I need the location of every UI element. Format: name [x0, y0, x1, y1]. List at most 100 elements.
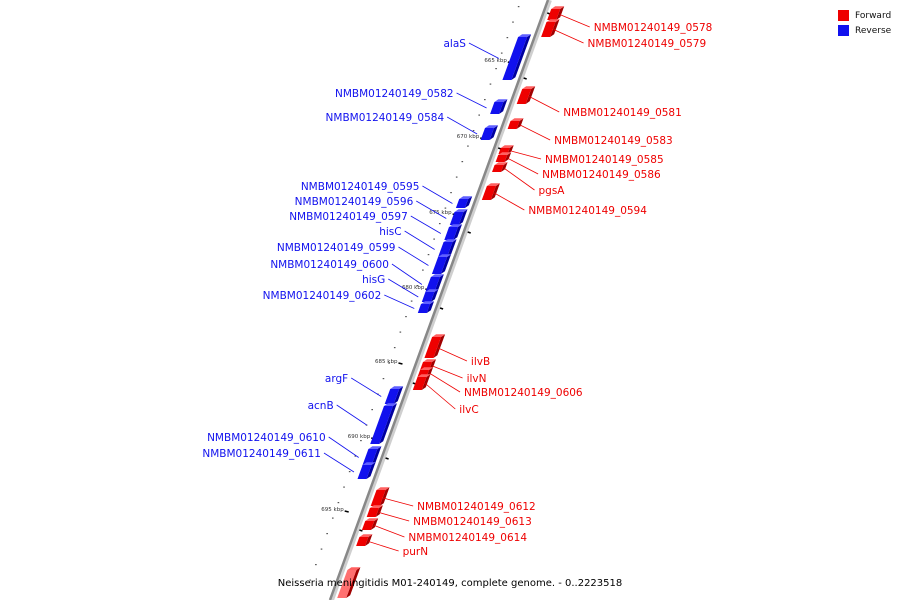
- gene-top: [430, 274, 444, 277]
- forward-gene-label[interactable]: NMBM01240149_0578: [594, 22, 713, 34]
- reverse-gene-label[interactable]: NMBM01240149_0584: [326, 112, 445, 124]
- reverse-gene-label[interactable]: acnB: [308, 400, 334, 412]
- reverse-gene[interactable]: [362, 446, 382, 466]
- gene-top: [421, 301, 434, 304]
- minor-tick: [360, 440, 362, 442]
- reverse-gene[interactable]: [449, 209, 468, 225]
- gene-side: [490, 183, 500, 200]
- forward-gene[interactable]: [492, 162, 508, 172]
- forward-gene[interactable]: [356, 534, 373, 546]
- reverse-gene-label[interactable]: NMBM01240149_0596: [295, 196, 414, 208]
- gene-front: [507, 121, 520, 129]
- leader-line: [336, 404, 367, 426]
- legend: Forward Reverse: [838, 8, 891, 38]
- reverse-gene[interactable]: [421, 289, 439, 302]
- minor-tick: [506, 37, 509, 39]
- reverse-gene[interactable]: [455, 196, 473, 208]
- forward-gene-label[interactable]: NMBM01240149_0594: [528, 205, 647, 217]
- reverse-gene-label[interactable]: hisG: [362, 274, 385, 286]
- reverse-gene-label[interactable]: NMBM01240149_0610: [207, 432, 326, 444]
- major-tick: [398, 362, 403, 365]
- forward-gene[interactable]: [337, 567, 361, 598]
- reverse-gene[interactable]: [444, 224, 462, 240]
- gene-top: [449, 224, 462, 227]
- reverse-gene[interactable]: [438, 239, 457, 257]
- reverse-gene-label[interactable]: NMBM01240149_0599: [277, 242, 396, 254]
- genome-caption: Neisseria meningitidis M01-240149, compl…: [277, 578, 623, 589]
- leader-line: [410, 215, 442, 234]
- forward-gene[interactable]: [370, 487, 390, 506]
- reverse-gene-label[interactable]: argF: [325, 373, 348, 385]
- reverse-gene[interactable]: [502, 34, 532, 80]
- gene-side: [433, 334, 446, 358]
- leader-line: [507, 158, 539, 175]
- forward-gene-label[interactable]: NMBM01240149_0612: [417, 501, 536, 513]
- reverse-gene[interactable]: [417, 301, 434, 313]
- forward-gene[interactable]: [424, 334, 446, 358]
- reverse-gene[interactable]: [490, 99, 508, 114]
- leader-line: [456, 92, 487, 109]
- gene-front: [356, 537, 369, 546]
- reverse-gene-label[interactable]: NMBM01240149_0582: [335, 88, 454, 100]
- gene-front: [481, 186, 496, 200]
- minor-tick: [467, 145, 469, 147]
- forward-gene[interactable]: [507, 118, 524, 129]
- forward-gene-label[interactable]: NMBM01240149_0606: [464, 387, 583, 399]
- reverse-gene-label[interactable]: hisC: [379, 226, 401, 238]
- forward-gene-label[interactable]: NMBM01240149_0586: [542, 169, 661, 181]
- reverse-gene-label[interactable]: NMBM01240149_0600: [270, 259, 389, 271]
- gene-front: [384, 389, 400, 404]
- forward-gene-label[interactable]: ilvC: [459, 404, 478, 416]
- reverse-gene[interactable]: [384, 386, 404, 404]
- minor-tick: [416, 285, 419, 287]
- reverse-gene-label[interactable]: alaS: [443, 38, 466, 50]
- minor-tick: [371, 409, 373, 411]
- forward-gene-label[interactable]: NMBM01240149_0614: [408, 532, 527, 544]
- forward-gene[interactable]: [366, 505, 383, 517]
- leader-line: [384, 294, 415, 309]
- gene-top: [432, 334, 446, 337]
- forward-gene[interactable]: [412, 374, 431, 390]
- forward-gene-label[interactable]: ilvB: [471, 356, 490, 368]
- gene-top: [417, 374, 431, 377]
- reverse-gene[interactable]: [357, 462, 376, 479]
- reverse-gene-label[interactable]: NMBM01240149_0595: [301, 181, 420, 193]
- forward-gene-label[interactable]: NMBM01240149_0585: [545, 154, 664, 166]
- gene-side: [499, 99, 508, 114]
- forward-gene-label[interactable]: NMBM01240149_0583: [554, 135, 673, 147]
- forward-gene[interactable]: [361, 518, 379, 530]
- reverse-gene[interactable]: [425, 274, 444, 292]
- strand-tick: [467, 231, 471, 234]
- minor-tick: [500, 52, 503, 54]
- minor-tick: [405, 316, 407, 318]
- forward-gene[interactable]: [547, 6, 565, 20]
- reverse-gene[interactable]: [431, 254, 452, 274]
- gene-top: [369, 505, 383, 508]
- forward-gene[interactable]: [495, 152, 512, 162]
- leader-line: [328, 436, 359, 458]
- gene-side: [511, 34, 532, 80]
- forward-gene-label[interactable]: NMBM01240149_0579: [588, 38, 707, 50]
- reverse-gene-label[interactable]: NMBM01240149_0602: [263, 290, 382, 302]
- forward-gene-label[interactable]: ilvN: [467, 373, 487, 385]
- reverse-gene[interactable]: [480, 125, 498, 140]
- gene-side: [366, 462, 376, 479]
- forward-gene-label[interactable]: purN: [403, 546, 429, 558]
- gene-side: [516, 118, 524, 129]
- reverse-gene-label[interactable]: NMBM01240149_0611: [202, 448, 321, 460]
- forward-gene[interactable]: [481, 183, 500, 200]
- forward-gene-label[interactable]: NMBM01240149_0581: [563, 107, 682, 119]
- forward-gene-label[interactable]: pgsA: [539, 185, 566, 197]
- kbp-tick-label: 680 kbp: [402, 285, 425, 291]
- gene-side: [375, 505, 383, 517]
- leader-line: [425, 383, 456, 410]
- reverse-gene-label[interactable]: NMBM01240149_0597: [289, 211, 408, 223]
- gene-side: [489, 125, 498, 140]
- reverse-gene[interactable]: [370, 403, 397, 444]
- minor-tick: [337, 502, 340, 504]
- forward-gene-label[interactable]: NMBM01240149_0613: [413, 516, 532, 528]
- forward-gene[interactable]: [541, 19, 560, 37]
- forward-gene[interactable]: [516, 86, 536, 104]
- leader-line: [494, 192, 525, 211]
